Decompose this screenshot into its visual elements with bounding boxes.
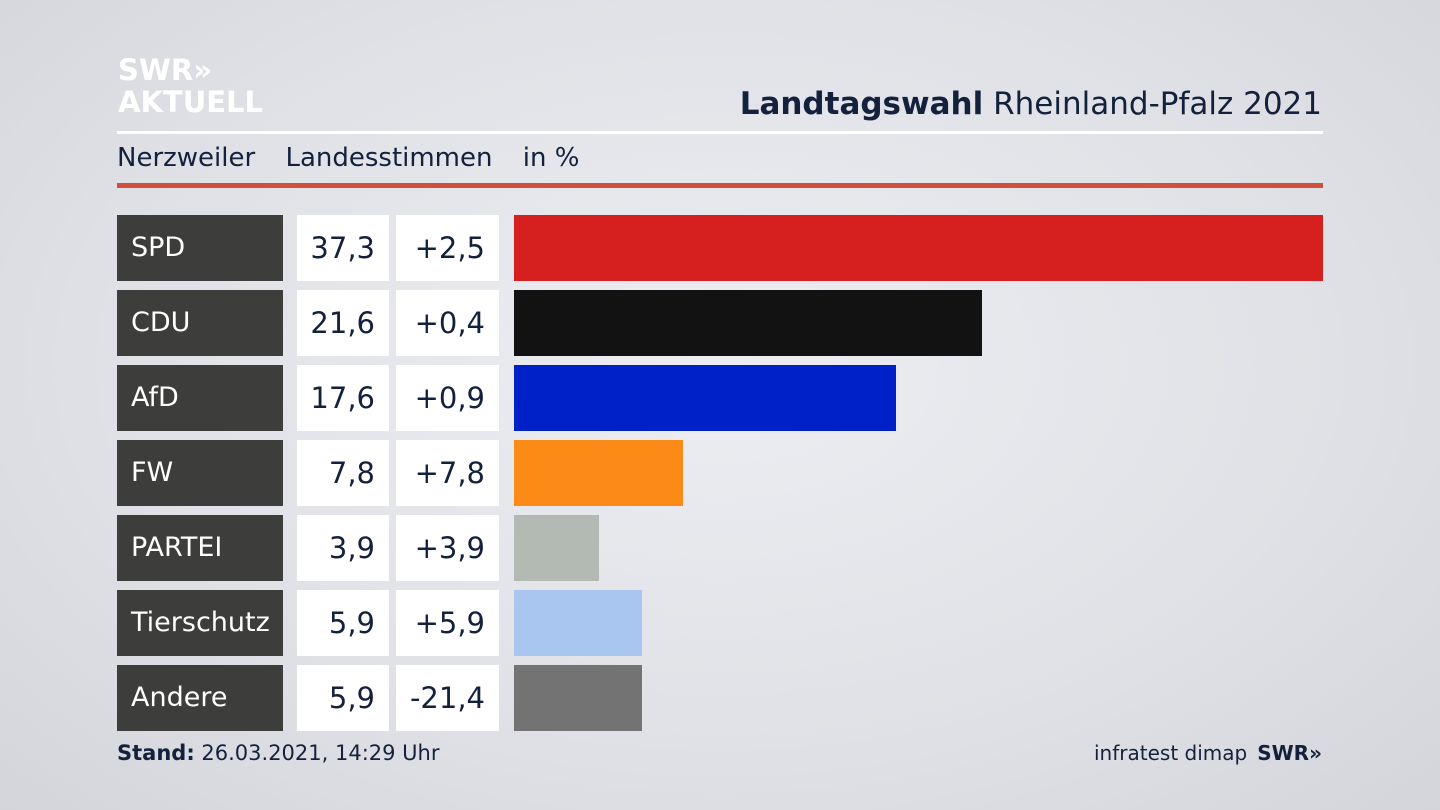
- swr-brand-logo: SWR»: [1257, 741, 1322, 765]
- subheader-divider: [117, 183, 1323, 188]
- chart-subheader: Nerzweiler Landesstimmen in %: [117, 143, 579, 173]
- subheader-unit: in %: [522, 143, 580, 173]
- party-label: Andere: [117, 665, 283, 731]
- logo-line-2: AKTUELL: [118, 85, 264, 119]
- timestamp: Stand: 26.03.2021, 14:29 Uhr: [117, 741, 440, 765]
- diff-label: +7,8: [396, 440, 499, 506]
- diff-label: +0,9: [396, 365, 499, 431]
- logo-line-1: SWR»: [118, 53, 212, 87]
- stand-value: 26.03.2021, 14:29 Uhr: [194, 741, 440, 765]
- chart-title-rest: Rheinland-Pfalz 2021: [983, 86, 1322, 122]
- bar: [514, 590, 642, 656]
- value-label: 37,3: [297, 215, 389, 281]
- value-label: 5,9: [297, 590, 389, 656]
- value-label: 7,8: [297, 440, 389, 506]
- value-label: 21,6: [297, 290, 389, 356]
- diff-label: +5,9: [396, 590, 499, 656]
- bar: [514, 440, 683, 506]
- chart-title-bold: Landtagswahl: [739, 86, 984, 122]
- bar: [514, 215, 1323, 281]
- party-label: Tierschutz: [117, 590, 283, 656]
- value-label: 5,9: [297, 665, 389, 731]
- bar: [514, 365, 896, 431]
- party-label: FW: [117, 440, 283, 506]
- subheader-place: Nerzweiler: [117, 143, 256, 173]
- chart-title: Landtagswahl Rheinland-Pfalz 2021: [740, 86, 1322, 122]
- stand-label: Stand:: [117, 741, 195, 765]
- source-credit: infratest dimap SWR»: [1094, 741, 1322, 765]
- party-label: SPD: [117, 215, 283, 281]
- value-label: 17,6: [297, 365, 389, 431]
- party-label: CDU: [117, 290, 283, 356]
- party-label: PARTEI: [117, 515, 283, 581]
- source-name: infratest dimap: [1094, 741, 1248, 765]
- swr-aktuell-logo: SWR» AKTUELL: [118, 54, 263, 118]
- diff-label: -21,4: [396, 665, 499, 731]
- subheader-vote-type: Landesstimmen: [285, 143, 493, 173]
- header-divider: [117, 131, 1323, 134]
- bar: [514, 665, 642, 731]
- party-label: AfD: [117, 365, 283, 431]
- diff-label: +0,4: [396, 290, 499, 356]
- value-label: 3,9: [297, 515, 389, 581]
- bar: [514, 290, 982, 356]
- diff-label: +3,9: [396, 515, 499, 581]
- bar: [514, 515, 599, 581]
- diff-label: +2,5: [396, 215, 499, 281]
